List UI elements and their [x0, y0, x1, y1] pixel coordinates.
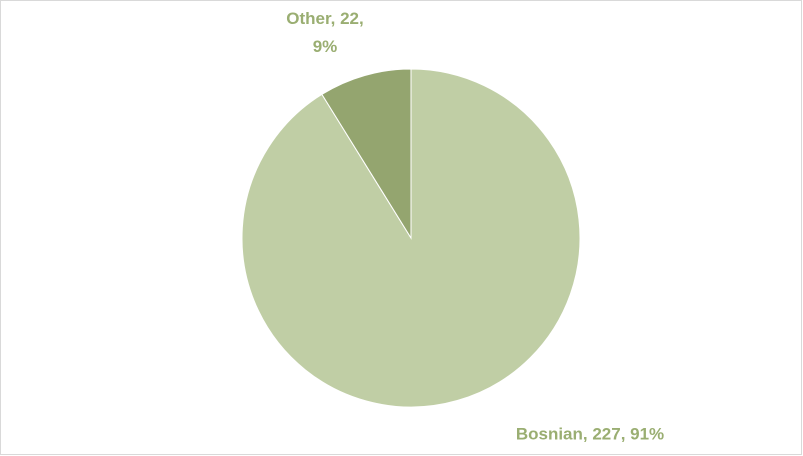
data-label: Bosnian, 227, 91%	[516, 424, 664, 443]
data-label: Other, 22, 9%	[286, 9, 363, 56]
pie-slice	[321, 68, 412, 240]
